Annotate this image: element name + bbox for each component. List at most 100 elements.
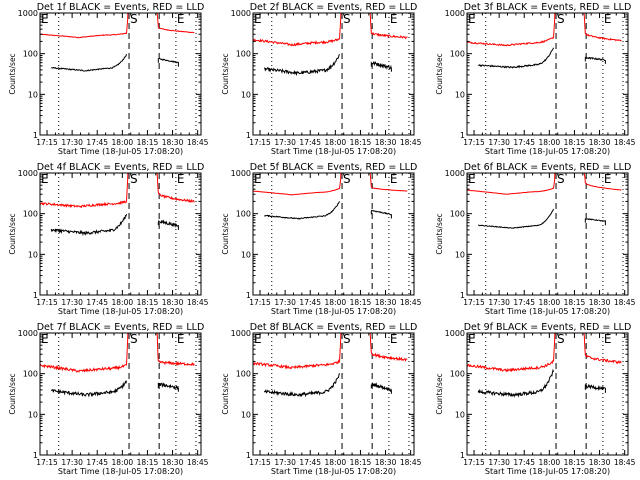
marker-label: E [254,332,262,346]
plot-area [253,333,410,455]
chart-panel: Det 3f BLACK = Events, RED = LLD 1 10 100 10… [435,2,636,156]
x-tick-label: 18:30 [162,298,184,307]
chart-title: Det 6f BLACK = Events, RED = LLD [464,162,632,173]
x-tick-label: 17:30 [274,138,296,147]
x-tick-label: 18:15 [350,458,372,467]
marker-label: S [343,332,351,346]
x-tick-label: 18:30 [375,138,397,147]
marker-label: E [604,332,612,346]
x-tick-label: 17:30 [488,298,510,307]
lld-series-line [369,333,408,362]
x-axis-label: Start Time (18-Jul-05 17:08:20) [58,467,183,476]
marker-label: E [41,332,49,346]
lld-series-line [40,173,129,209]
axes-frame [252,172,415,296]
x-tick-label: 17:45 [299,138,321,147]
x-tick-label: 18:30 [589,458,611,467]
chart-title: Det 2f BLACK = Events, RED = LLD [250,2,418,13]
y-tick-label: 100 [236,210,251,219]
events-series-line [157,382,179,392]
x-tick-label: 18:00 [539,458,561,467]
marker-label: E [254,12,262,26]
x-axis-label: Start Time (18-Jul-05 17:08:20) [485,467,610,476]
y-tick-label: 100 [236,50,251,59]
x-tick-label: 18:00 [112,298,134,307]
marker-label: S [130,12,138,26]
x-tick-label: 18:30 [375,298,397,307]
x-tick-label: 18:15 [350,138,372,147]
lld-series-line [156,173,195,203]
marker-label: E [390,332,398,346]
chart-title: Det 5f BLACK = Events, RED = LLD [250,162,418,173]
marker-label: S [557,172,565,186]
axes-frame [39,12,202,136]
events-series-line [478,208,554,229]
x-tick-label: 18:00 [539,138,561,147]
y-tick-label: 10 [455,410,465,419]
x-tick-label: 17:15 [249,138,271,147]
x-tick-label: 17:15 [463,458,485,467]
x-tick-label: 17:45 [513,458,535,467]
lld-series-line [40,13,129,39]
plot-area [40,173,197,295]
y-tick-label: 100 [450,210,465,219]
x-tick-label: 17:15 [463,298,485,307]
y-tick-label: 10 [28,410,38,419]
x-tick-label: 17:15 [249,298,271,307]
y-tick-label: 100 [23,210,38,219]
lld-series-line [253,173,342,196]
x-axis-label: Start Time (18-Jul-05 17:08:20) [485,307,610,316]
events-series-line [584,56,606,64]
y-tick-label: 1 [460,451,465,460]
x-axis-label: Start Time (18-Jul-05 17:08:20) [271,147,396,156]
x-tick-label: 18:30 [162,458,184,467]
events-series-line [584,218,606,226]
marker-label: S [557,332,565,346]
x-tick-label: 18:15 [137,138,159,147]
plot-area [467,173,624,295]
marker-label: E [177,332,185,346]
axes-frame [466,12,629,136]
events-series-line [370,381,392,394]
x-tick-label: 17:15 [36,458,58,467]
y-axis-label: Counts/sec [435,373,444,414]
lld-series-line [156,13,195,34]
plot-area [40,333,197,455]
axes-frame [39,172,202,296]
x-tick-label: 18:45 [400,458,422,467]
axes-frame [252,332,415,456]
events-series-line [50,380,128,398]
x-tick-label: 17:30 [488,138,510,147]
x-tick-label: 18:45 [614,138,636,147]
x-tick-label: 17:30 [61,298,83,307]
chart-title: Det 7f BLACK = Events, RED = LLD [37,322,205,333]
x-tick-label: 17:45 [513,298,535,307]
x-tick-label: 17:15 [463,138,485,147]
plot-area [467,333,624,455]
x-tick-label: 18:15 [564,298,586,307]
plot-area [467,13,624,135]
marker-label: E [468,172,476,186]
lld-series-line [583,13,622,42]
x-tick-label: 18:30 [375,458,397,467]
marker-label: E [468,12,476,26]
lld-series-line [156,333,195,367]
y-axis-label: Counts/sec [8,373,17,414]
x-tick-label: 17:45 [513,138,535,147]
events-series-line [157,57,179,67]
y-tick-label: 1000 [231,9,251,18]
x-tick-label: 17:45 [299,298,321,307]
lld-series-line [253,333,342,370]
y-tick-label: 1 [460,131,465,140]
x-tick-label: 18:45 [400,138,422,147]
chart-panel: Det 5f BLACK = Events, RED = LLD 1 10 100 10… [221,162,422,316]
chart-title: Det 8f BLACK = Events, RED = LLD [250,322,418,333]
events-series-line [263,373,340,398]
x-tick-label: 18:15 [137,458,159,467]
events-series-line [157,219,179,230]
axes-frame [466,332,629,456]
chart-panel: Det 7f BLACK = Events, RED = LLD 1 10 100 10… [8,322,209,476]
events-series-line [50,214,128,237]
marker-label: E [41,12,49,26]
lld-series-line [467,333,556,373]
